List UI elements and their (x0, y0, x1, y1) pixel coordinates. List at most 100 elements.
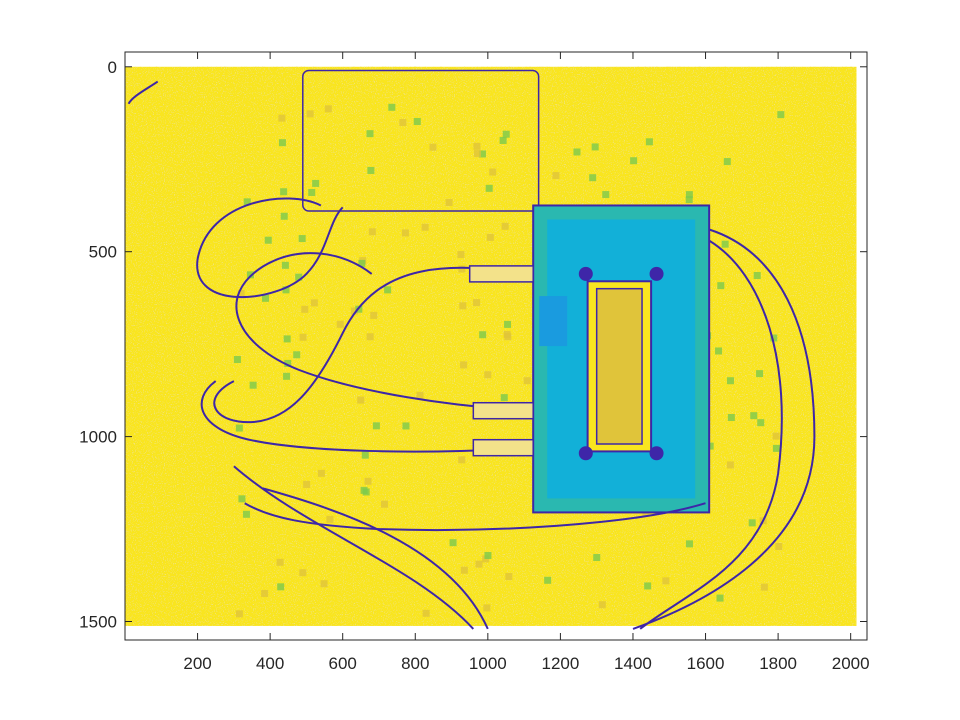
image-patch (499, 136, 507, 144)
image-patch (370, 311, 378, 319)
image-patch (485, 184, 493, 192)
image-patch (235, 610, 243, 618)
cable-edge (200, 380, 534, 453)
image-patch (544, 576, 552, 584)
cable-edge (639, 239, 783, 630)
image-patch (644, 582, 652, 590)
image-patch (276, 558, 284, 566)
image-patch (645, 138, 653, 146)
x-tick-label: 200 (183, 654, 211, 673)
y-tick-label: 0 (108, 58, 117, 77)
x-tick-label: 2000 (832, 654, 870, 673)
x-tick-label: 1200 (541, 654, 579, 673)
x-tick-label: 1600 (687, 654, 725, 673)
image-texture (125, 66, 857, 626)
image-patch (473, 299, 481, 307)
x-tick-label: 600 (329, 654, 357, 673)
cable-edge (127, 80, 159, 105)
image-patch (750, 412, 758, 420)
image-patch (589, 174, 597, 182)
axes-box (124, 51, 868, 641)
image-patch (630, 157, 638, 165)
image-patch (458, 456, 466, 464)
image-patch (312, 179, 320, 187)
image-patch (364, 477, 372, 485)
image-patch (324, 105, 332, 113)
image-patch (368, 228, 376, 236)
image-patch (473, 150, 481, 158)
image-patch (242, 510, 250, 518)
image-patch (320, 580, 328, 588)
image-plot (125, 66, 857, 630)
image-patch (336, 320, 344, 328)
image-patch (384, 286, 392, 294)
y-tick-label: 1500 (79, 613, 117, 632)
image-patch (422, 609, 430, 617)
image-patch (299, 569, 307, 577)
image-patch (283, 372, 291, 380)
image-patch (238, 495, 246, 503)
image-patch (505, 573, 513, 581)
cable-connector (472, 438, 534, 457)
image-patch (460, 361, 468, 369)
image-patch (261, 589, 269, 597)
image-patch (772, 432, 780, 440)
image-patch (303, 480, 311, 488)
image-patch (295, 273, 303, 281)
image-patch (401, 229, 409, 237)
image-patch (662, 577, 670, 585)
image-patch (486, 233, 494, 241)
tablet-outline (302, 69, 540, 212)
image-patch (504, 320, 512, 328)
image-patch (284, 359, 292, 367)
image-patch (602, 191, 610, 199)
image-patch (350, 307, 358, 315)
image-patch (416, 391, 424, 399)
image-patch (726, 377, 734, 385)
image-patch (591, 143, 599, 151)
image-patch (361, 451, 369, 459)
image-patch (726, 461, 734, 469)
image-patch (460, 566, 468, 574)
image-patch (360, 486, 368, 494)
image-patch (756, 370, 764, 378)
image-patch (593, 553, 601, 561)
screw-icon (649, 446, 664, 461)
image-patch (685, 196, 693, 204)
image-patch (552, 172, 560, 180)
image-patch (598, 601, 606, 609)
image-patch (372, 422, 380, 430)
image-patch (326, 515, 334, 523)
image-patch (449, 539, 457, 547)
image-patch (264, 236, 272, 244)
image-patch (366, 130, 374, 138)
image-patch (484, 551, 492, 559)
x-tick-label: 400 (256, 654, 284, 673)
image-patch (473, 142, 481, 150)
axes: 200 400 600 800 1000 1200 1400 1600 1800 2000 0 500… (79, 51, 870, 673)
x-tick-label: 1400 (614, 654, 652, 673)
image-patch (723, 158, 731, 166)
image-patch (504, 333, 512, 341)
image-patch (278, 114, 286, 122)
image-patch (479, 331, 487, 339)
image-patch (523, 377, 531, 385)
image-patch (727, 414, 735, 422)
display-inner (595, 287, 643, 445)
image-patch (421, 223, 429, 231)
image-patch (757, 419, 765, 427)
image-patch (753, 272, 761, 280)
image-patch (380, 500, 388, 508)
image-patch (717, 282, 725, 290)
image-patch (685, 191, 693, 199)
image-patch (748, 519, 756, 527)
image-patch (483, 604, 491, 612)
image-patch (366, 333, 374, 341)
image-patch (388, 103, 396, 111)
image-patch (235, 424, 243, 432)
image-patch (310, 299, 318, 307)
cable-connector (472, 401, 534, 420)
image-patch (484, 371, 492, 379)
image-patch (502, 130, 510, 138)
